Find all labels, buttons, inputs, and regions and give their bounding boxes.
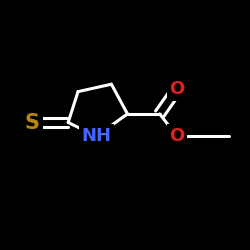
Text: O: O bbox=[169, 127, 184, 145]
Text: S: S bbox=[25, 112, 40, 132]
Text: O: O bbox=[169, 80, 184, 98]
Text: NH: NH bbox=[82, 127, 112, 145]
